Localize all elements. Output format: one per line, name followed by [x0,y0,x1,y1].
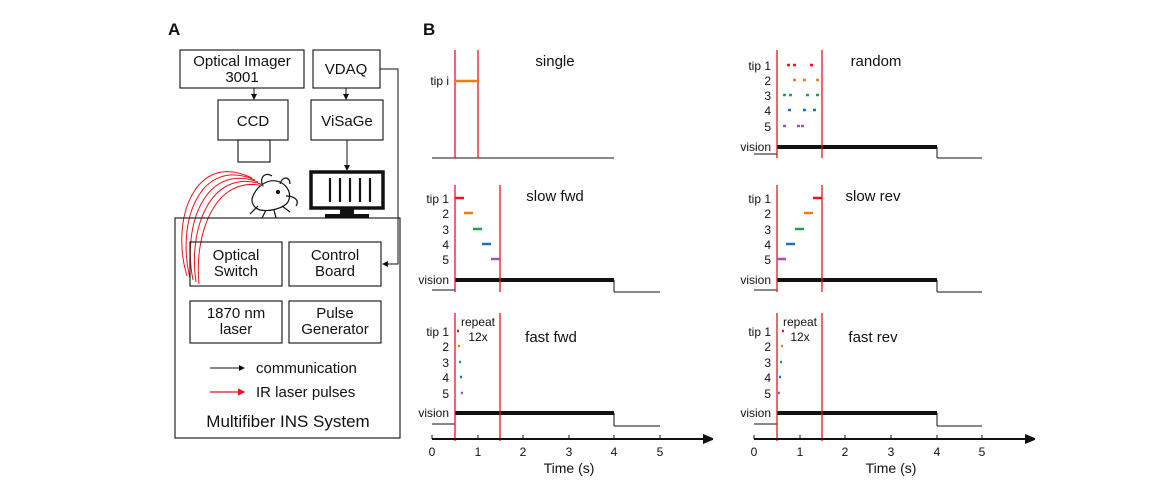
pulse-generator-box [288,300,382,344]
left-tick-0: 0 [429,445,436,459]
fast-fwd-repeat-label: repeat [461,315,496,329]
fast-rev-tip-label-1: tip 1 [748,325,771,339]
system-title: Multifiber INS System [206,412,369,431]
vdaq-label: VDAQ [325,61,368,78]
optical-switch-label-2: Switch [214,263,258,280]
fast-rev-repeat-count: 12x [790,330,809,344]
control-board-label-1: Control [311,247,359,264]
ccd-label: CCD [237,113,270,130]
slow-fwd-title: slow fwd [526,188,584,205]
slow-rev-tip-label-3: 3 [764,223,771,237]
slow-fwd-tip-label-5: 5 [442,253,449,267]
fast-rev-tip-label-3: 3 [764,356,771,370]
slow-rev-tip-label-4: 4 [764,238,771,252]
optical-imager-label-1: Optical Imager [193,53,291,70]
random-tip-label-3: 3 [764,89,771,103]
right-tick-2: 2 [842,445,849,459]
slow-rev-tip-label-2: 2 [764,207,771,221]
monitor-icon [309,170,385,218]
fast-fwd-tip-label-1: tip 1 [426,325,449,339]
fast-rev-repeat-label: repeat [783,315,818,329]
fast-rev-tip-label-2: 2 [764,340,771,354]
slow-rev-vision-label: vision [740,273,771,287]
left-tick-4: 4 [611,445,618,459]
left-tick-1: 1 [475,445,482,459]
visage-label: ViSaGe [321,113,372,130]
fast-fwd-repeat-count: 12x [468,330,487,344]
fast-fwd-vision-label: vision [418,406,449,420]
fast-rev-vision-label: vision [740,406,771,420]
animal-icon [249,173,298,219]
control-board-box [288,241,382,287]
ins-system-box [174,217,401,439]
random-tip-label-5: 5 [764,120,771,134]
left-tick-5: 5 [657,445,664,459]
plot-slow-fwd: tip 1 2 3 4 5 vision slow fwd [418,185,660,293]
legend-ir-label: IR laser pulses [256,384,355,401]
pulse-generator-label-2: Generator [301,321,369,338]
optical-switch-label-1: Optical [213,247,260,264]
fast-rev-tip-label-4: 4 [764,371,771,385]
optical-imager-box [179,49,305,89]
slow-fwd-vision-label: vision [418,273,449,287]
slow-rev-title: slow rev [845,188,901,205]
right-tick-0: 0 [751,445,758,459]
left-tick-2: 2 [520,445,527,459]
right-tick-1: 1 [797,445,804,459]
time-axis-right: 0 1 2 3 4 5 Time (s) [751,435,1034,476]
single-tip-label: tip i [430,74,449,88]
slow-rev-tip-label-1: tip 1 [748,192,771,206]
right-tick-3: 3 [888,445,895,459]
fast-fwd-tip-label-3: 3 [442,356,449,370]
single-title: single [535,53,574,70]
ccd-lens [237,139,271,163]
laser-box [189,300,283,344]
slow-fwd-tip-label-4: 4 [442,238,449,252]
slow-rev-tip-label-5: 5 [764,253,771,267]
left-tick-3: 3 [566,445,573,459]
fast-rev-tip-label-5: 5 [764,387,771,401]
panel-a-letter: A [168,20,180,39]
plot-single: tip i single [430,50,614,159]
optical-imager-label-2: 3001 [225,69,258,86]
vdaq-to-control-board-arrow [380,68,399,267]
slow-fwd-tip-label-1: tip 1 [426,192,449,206]
panel-a: A Optical Imager 3001 VDAQ CCD ViSaGe [168,20,401,439]
fast-rev-title: fast rev [848,329,898,346]
panel-b: B tip i single [418,20,1034,476]
legend-communication-label: communication [256,360,357,377]
time-axis-left: 0 1 2 3 4 5 Time (s) [429,435,712,476]
right-tick-4: 4 [934,445,941,459]
laser-label-2: laser [220,321,253,338]
random-tip-label-2: 2 [764,74,771,88]
right-tick-5: 5 [979,445,986,459]
pulse-generator-label-1: Pulse [316,305,354,322]
plot-random: tip 1 2 3 4 5 vision random [740,50,982,159]
fast-fwd-tip-label-4: 4 [442,371,449,385]
plot-fast-rev: tip 1 2 3 4 5 vision repeat 12x fast rev [740,313,982,441]
laser-label-1: 1870 nm [207,305,265,322]
ir-fiber-bundle [181,171,265,285]
random-title: random [851,53,902,70]
fast-fwd-title: fast fwd [525,329,577,346]
left-axis-label: Time (s) [544,460,595,476]
optical-switch-box [189,241,283,287]
plot-fast-fwd: tip 1 2 3 4 5 vision repeat 12x fast fwd [418,313,660,441]
random-tip-label-1: tip 1 [748,59,771,73]
slow-fwd-tip-label-2: 2 [442,207,449,221]
random-tip-label-4: 4 [764,104,771,118]
slow-fwd-tip-label-3: 3 [442,223,449,237]
plot-slow-rev: tip 1 2 3 4 5 vision slow rev [740,185,982,293]
random-vision-label: vision [740,140,771,154]
panel-b-letter: B [423,20,435,39]
fast-fwd-tip-label-2: 2 [442,340,449,354]
right-axis-label: Time (s) [866,460,917,476]
control-board-label-2: Board [315,263,355,280]
fast-fwd-tip-label-5: 5 [442,387,449,401]
